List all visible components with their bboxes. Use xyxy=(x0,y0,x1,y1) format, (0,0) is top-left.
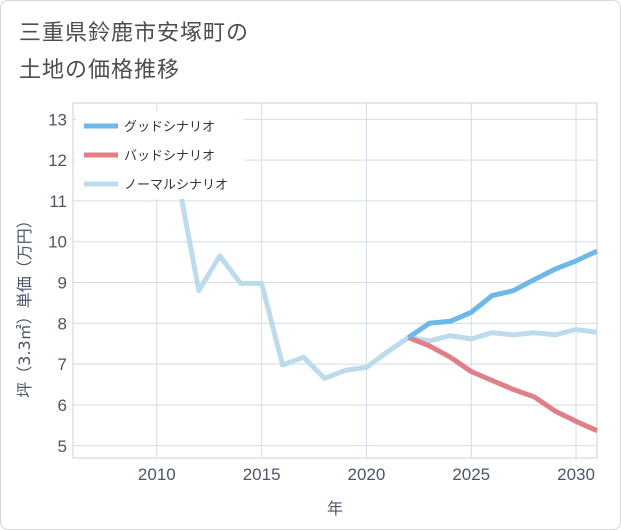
x-axis-label: 年 xyxy=(327,499,343,518)
y-tick-label-8: 8 xyxy=(58,314,67,333)
chart-title: 三重県鈴鹿市安塚町の 土地の価格推移 xyxy=(19,15,249,89)
y-tick-label-13: 13 xyxy=(48,110,67,129)
series-line-1 xyxy=(407,335,599,433)
y-tick-label-5: 5 xyxy=(58,437,67,456)
x-tick-label-2015: 2015 xyxy=(243,465,281,484)
y-tick-label-10: 10 xyxy=(48,233,67,252)
series-lines xyxy=(112,134,599,433)
plot-area-border xyxy=(72,102,598,459)
grid xyxy=(73,103,597,458)
y-tick-label-7: 7 xyxy=(58,355,67,374)
x-tick-label-2010: 2010 xyxy=(138,465,176,484)
y-tick-labels: 5 6 7 8 9 10 11 12 13 xyxy=(48,110,67,455)
legend-label-1: バッドシナリオ xyxy=(124,149,215,164)
series-line-0 xyxy=(406,248,599,340)
y-tick-label-6: 6 xyxy=(58,396,67,415)
chart-title-line-2: 土地の価格推移 xyxy=(19,58,181,83)
x-tick-label-2020: 2020 xyxy=(348,465,386,484)
y-tick-label-12: 12 xyxy=(48,151,67,170)
y-tick-label-11: 11 xyxy=(49,192,67,211)
y-tick-label-9: 9 xyxy=(58,274,67,293)
chart-title-line-1: 三重県鈴鹿市安塚町の xyxy=(19,21,250,46)
y-axis-label: 坪（3.3㎡）単価（万円） xyxy=(15,212,34,397)
x-tick-label-2030: 2030 xyxy=(557,465,595,484)
x-tick-labels: 2010 2015 2020 2025 2030 xyxy=(138,465,595,484)
x-tick-label-2025: 2025 xyxy=(452,465,490,484)
series-line-2 xyxy=(112,134,598,381)
legend-label-2: ノーマルシナリオ xyxy=(124,178,228,193)
legend-label-0: グッドシナリオ xyxy=(124,120,215,135)
